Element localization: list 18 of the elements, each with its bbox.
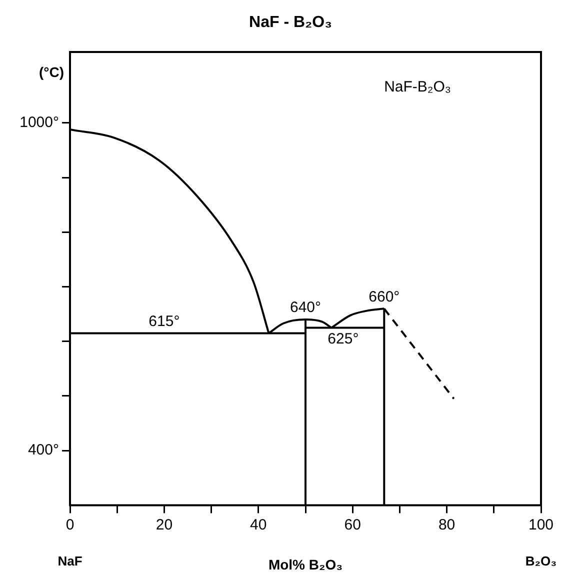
chart-title: NaF - B₂O₃ — [248, 13, 333, 33]
annotation: NaF-B₂O₃ — [384, 78, 451, 96]
x-tick-label: 60 — [344, 516, 361, 534]
x-tick-label: 40 — [250, 516, 267, 534]
x-tick-label: 20 — [156, 516, 173, 534]
annotation: 615° — [148, 312, 180, 330]
y-tick-label: 1000° — [20, 114, 59, 132]
annotation: 660° — [368, 288, 400, 306]
y-axis-title: (°C) — [38, 64, 64, 80]
annotation: 625° — [328, 330, 359, 348]
y-tick-label: 400° — [28, 442, 59, 459]
x-tick-label: 0 — [66, 516, 74, 534]
text: B₂O₃ — [525, 553, 557, 568]
x-tick-label: 80 — [438, 516, 456, 534]
text: NaF — [58, 553, 82, 568]
x-axis-title: Mol% B₂O₃ — [268, 556, 343, 572]
annotation: 640° — [290, 299, 322, 316]
x-tick-label: 100 — [528, 516, 554, 534]
